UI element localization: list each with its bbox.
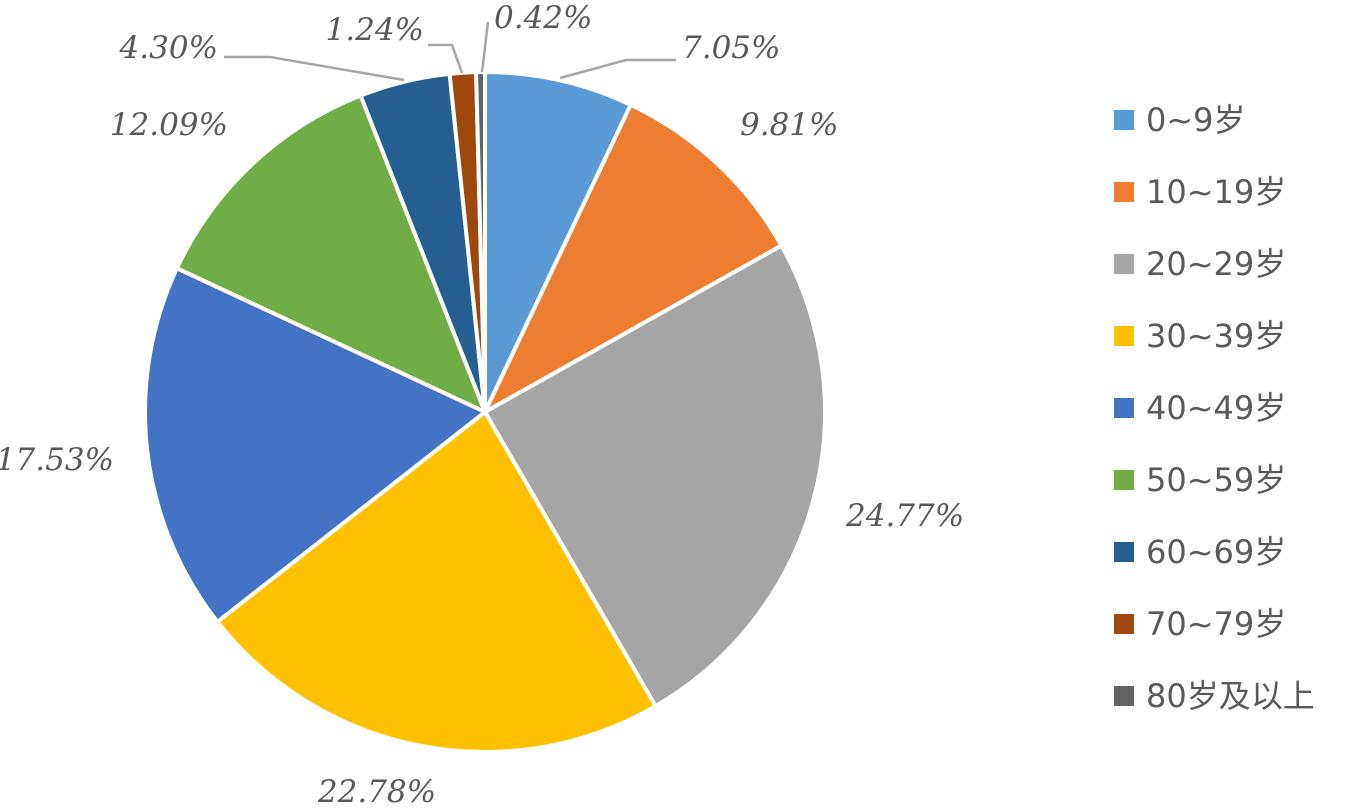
data-label-4: 22.78%: [317, 774, 436, 806]
leader-lines: [224, 21, 676, 82]
legend-label-6: 50~59岁: [1146, 461, 1286, 499]
pie-slice-2: [480, 102, 785, 417]
legend-swatch-9: [1114, 686, 1134, 706]
leader-line-1: [559, 58, 676, 80]
legend-swatch-8: [1114, 614, 1134, 634]
legend: 0~9岁 10~19岁 20~29岁 30~39岁 40~49岁 50~59岁 60~69岁…: [1114, 101, 1315, 715]
legend-label-4: 30~39岁: [1146, 317, 1286, 355]
data-label-8: 1.24%: [326, 12, 424, 48]
legend-swatch-2: [1114, 182, 1134, 202]
legend-swatch-1: [1114, 110, 1134, 130]
data-label-1: 7.05%: [682, 30, 780, 66]
data-label-3: 24.77%: [845, 498, 964, 534]
pie-slice-6: [174, 92, 489, 416]
pie-slices: [143, 69, 827, 754]
legend-swatch-7: [1114, 542, 1134, 562]
pie-slice-9: [473, 69, 487, 413]
data-labels: 7.05% 9.81% 24.77% 22.78% 17.53% 12.09% 4.30% 1…: [0, 0, 964, 810]
leader-line-7: [224, 55, 405, 82]
data-label-7: 4.30%: [119, 30, 218, 66]
legend-swatch-4: [1114, 326, 1134, 346]
legend-label-8: 70~79岁: [1146, 605, 1286, 643]
pie-slice-3: [482, 242, 827, 709]
leader-line-8: [428, 43, 464, 74]
legend-swatch-5: [1114, 398, 1134, 418]
legend-swatch-3: [1114, 254, 1134, 274]
pie-slice-5: [143, 265, 489, 625]
data-label-5: 17.53%: [0, 442, 114, 478]
legend-label-3: 20~29岁: [1146, 245, 1286, 283]
legend-label-1: 0~9岁: [1146, 101, 1246, 139]
legend-label-2: 10~19岁: [1146, 173, 1286, 211]
data-label-2: 9.81%: [740, 107, 838, 143]
pie-slice-4: [214, 409, 659, 754]
pie-slice-1: [483, 69, 634, 413]
legend-swatch-6: [1114, 470, 1134, 490]
legend-label-7: 60~69岁: [1146, 533, 1286, 571]
data-label-6: 12.09%: [110, 107, 228, 143]
legend-label-9: 80岁及以上: [1146, 677, 1315, 715]
leader-line-9: [480, 21, 490, 73]
data-label-9: 0.42%: [494, 0, 592, 36]
legend-label-5: 40~49岁: [1146, 389, 1286, 427]
